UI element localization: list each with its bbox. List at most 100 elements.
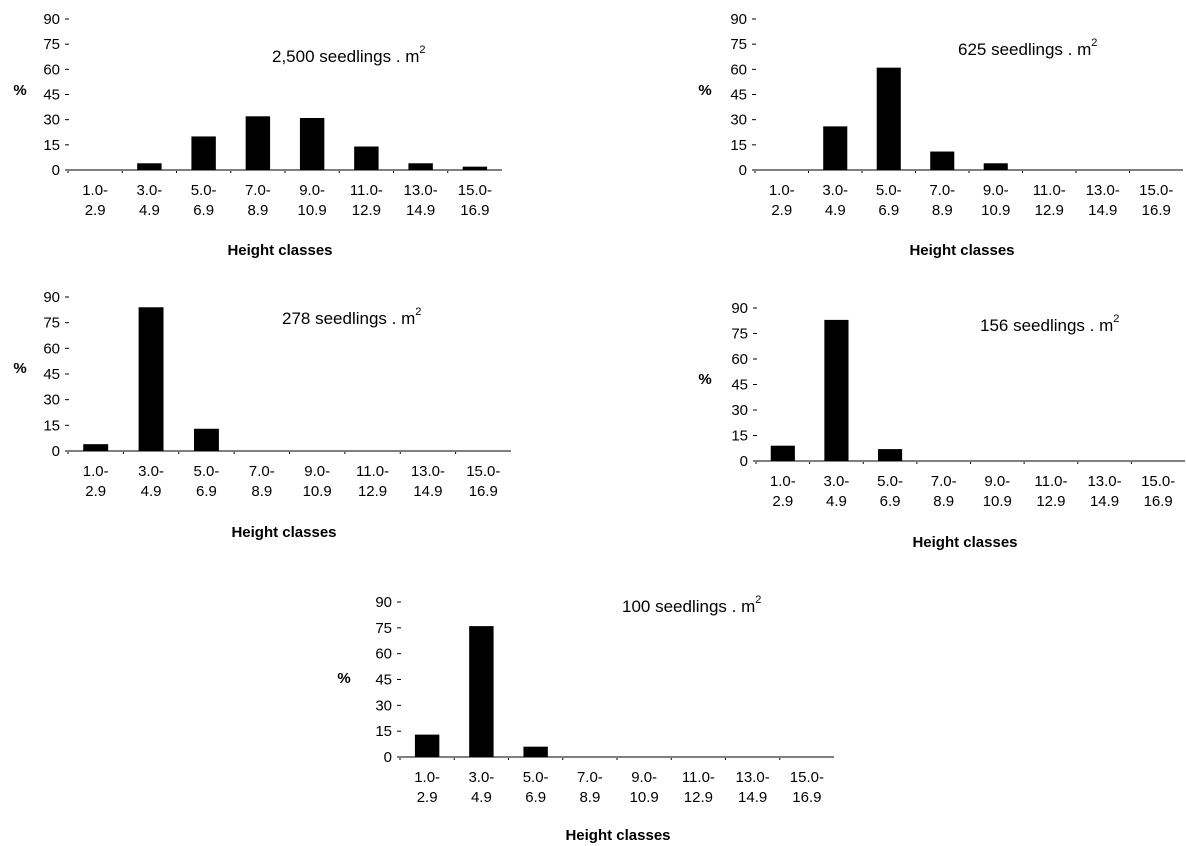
chart-title: 625 seedlings . m2	[958, 37, 1097, 59]
x-tick-label: 5.0-	[877, 473, 903, 490]
chart-title: 278 seedlings . m2	[282, 306, 421, 328]
x-tick-label: 4.9	[139, 202, 160, 219]
y-tick-label: 60	[731, 351, 748, 368]
x-tick-label: 3.0-	[822, 182, 848, 199]
x-tick-label: 7.0-	[931, 473, 957, 490]
y-tick-label: 90	[730, 11, 747, 28]
x-tick-label: 2.9	[417, 789, 438, 806]
x-tick-label: 15.0-	[466, 463, 500, 480]
x-tick-label: 15.0-	[1141, 473, 1175, 490]
bar	[408, 163, 433, 170]
x-tick-label: 10.9	[298, 202, 327, 219]
x-tick-label: 15.0-	[790, 769, 824, 786]
chart-title-text: 625 seedlings . m	[958, 40, 1091, 59]
x-tick-label: 14.9	[406, 202, 435, 219]
chart-panel-625: 0 15 30 45 60 75 90 1.0- 2.9 3.0- 4.9 5.0- 6.9 7.0- 8.…	[698, 11, 1183, 259]
bar	[462, 166, 488, 170]
y-tick-label: 60	[730, 61, 747, 78]
y-tick-label: 75	[375, 620, 392, 637]
x-tick-label: 4.9	[141, 483, 162, 500]
x-axis-label: Height classes	[227, 242, 332, 259]
x-tick-label: 10.9	[981, 202, 1010, 219]
x-tick-label: 5.0-	[523, 769, 549, 786]
chart-title: 156 seedlings . m2	[980, 313, 1119, 335]
x-tick-label: 9.0-	[983, 182, 1009, 199]
y-tick-label: 0	[384, 749, 392, 766]
chart-title-superscript: 2	[1091, 37, 1097, 49]
bar	[469, 626, 494, 757]
x-tick-label: 16.9	[460, 202, 489, 219]
x-tick-label: 11.0-	[356, 463, 389, 480]
y-tick-label: 45	[43, 366, 60, 383]
bar	[930, 151, 955, 170]
x-tick-label: 12.9	[352, 202, 381, 219]
x-tick-label: 8.9	[933, 493, 954, 510]
x-tick-label: 3.0-	[824, 473, 850, 490]
y-tick-label: 30	[375, 697, 392, 714]
chart-title-superscript: 2	[1113, 313, 1119, 325]
bar	[193, 428, 219, 451]
x-tick-label: 5.0-	[191, 182, 217, 199]
x-tick-label: 14.9	[1088, 202, 1117, 219]
bar	[983, 163, 1008, 170]
y-tick-label: 45	[375, 672, 392, 689]
x-tick-label: 11.0-	[1034, 473, 1067, 490]
x-tick-label: 6.9	[193, 202, 214, 219]
x-tick-label: 9.0-	[299, 182, 325, 199]
chart-title-superscript: 2	[415, 306, 421, 318]
y-tick-label: 0	[739, 162, 747, 179]
y-tick-label: 30	[43, 112, 60, 129]
y-tick-label: 60	[43, 340, 60, 357]
bar	[523, 746, 548, 757]
x-tick-label: 6.9	[525, 789, 546, 806]
chart-title-text: 2,500 seedlings . m	[272, 47, 419, 66]
y-tick-label: 60	[375, 646, 392, 663]
y-tick-label: 90	[43, 289, 60, 306]
x-tick-label: 2.9	[772, 493, 793, 510]
x-tick-label: 2.9	[85, 202, 106, 219]
y-tick-label: 0	[52, 162, 60, 179]
x-tick-label: 9.0-	[304, 463, 330, 480]
chart-title-text: 100 seedlings . m	[622, 597, 755, 616]
y-axis-label: %	[13, 82, 26, 99]
x-tick-label: 10.9	[983, 493, 1012, 510]
y-tick-label: 45	[731, 377, 748, 394]
chart-title: 2,500 seedlings . m2	[272, 44, 426, 66]
y-tick-label: 45	[730, 87, 747, 104]
x-tick-label: 13.0-	[1086, 182, 1120, 199]
x-tick-label: 8.9	[932, 202, 953, 219]
x-tick-label: 10.9	[630, 789, 659, 806]
x-tick-label: 7.0-	[929, 182, 955, 199]
x-tick-label: 16.9	[792, 789, 821, 806]
bar	[191, 136, 216, 170]
x-tick-label: 5.0-	[194, 463, 220, 480]
bar	[823, 126, 848, 170]
x-tick-label: 12.9	[684, 789, 713, 806]
y-axis-label: %	[13, 360, 26, 377]
y-tick-label: 75	[730, 36, 747, 53]
y-tick-label: 15	[43, 137, 60, 154]
x-axis-label: Height classes	[909, 242, 1014, 259]
x-tick-label: 9.0-	[984, 473, 1010, 490]
y-tick-label: 75	[731, 326, 748, 343]
chart-title-superscript: 2	[419, 44, 425, 56]
x-tick-label: 11.0-	[1033, 182, 1066, 199]
x-tick-label: 14.9	[1090, 493, 1119, 510]
bar	[770, 445, 795, 461]
x-tick-label: 13.0-	[736, 769, 770, 786]
bar	[414, 734, 440, 757]
chart-panel-278: 0 15 30 45 60 75 90 1.0- 2.9 3.0- 4.9 5.0- 6.9 7.0- 8.…	[13, 289, 511, 541]
x-tick-label: 2.9	[85, 483, 106, 500]
y-tick-label: 60	[43, 61, 60, 78]
x-tick-label: 1.0-	[82, 182, 108, 199]
x-tick-label: 3.0-	[136, 182, 162, 199]
x-tick-label: 2.9	[771, 202, 792, 219]
chart-title-text: 156 seedlings . m	[980, 316, 1113, 335]
y-tick-label: 90	[43, 11, 60, 28]
x-tick-label: 7.0-	[245, 182, 271, 199]
x-axis-label: Height classes	[231, 524, 336, 541]
y-axis-label: %	[698, 371, 711, 388]
x-tick-label: 12.9	[1036, 493, 1065, 510]
x-tick-label: 8.9	[579, 789, 600, 806]
